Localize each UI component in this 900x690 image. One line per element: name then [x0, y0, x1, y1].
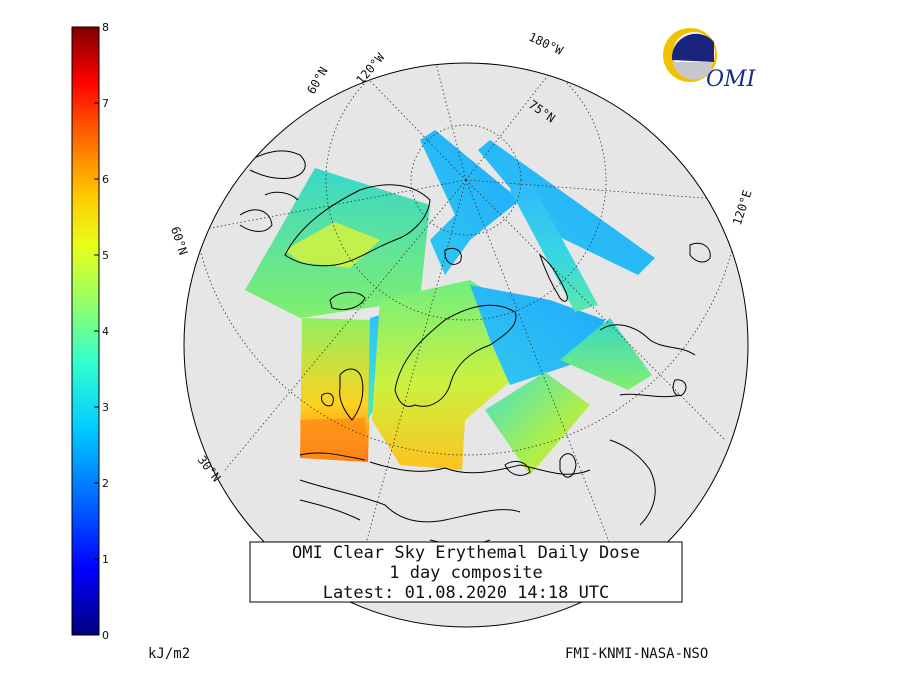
colorbar: 0 1 2 3 4 5 6 7 8 [71, 21, 109, 642]
title-box-frame [249, 541, 683, 603]
colorbar-ticks: 0 1 2 3 4 5 6 7 8 [94, 21, 109, 642]
colorbar-tick-label: 3 [102, 401, 109, 414]
swath-russia [485, 372, 590, 475]
dose-swaths [245, 130, 655, 475]
colorbar-tick-label: 8 [102, 21, 109, 34]
label-60n-top: 60°N [304, 65, 331, 97]
colorbar-unit: kJ/m2 [148, 646, 190, 662]
omi-sun-globe-icon [663, 28, 717, 82]
title-line-1: OMI Clear Sky Erythemal Daily Dose [292, 543, 640, 563]
colorbar-tick-label: 2 [102, 477, 109, 490]
swath-arctic-svalbard [510, 180, 598, 312]
swath-scandinavia [372, 280, 520, 470]
omi-logo: OMI [663, 28, 757, 92]
title-line-2: 1 day composite [389, 563, 543, 583]
east-asia-coast [609, 439, 656, 526]
siberia-coast [599, 324, 696, 398]
credits: FMI-KNMI-NASA-NSO [565, 646, 708, 662]
swath-greenland-hot [285, 222, 380, 268]
coastlines [239, 150, 711, 546]
colorbar-tick-label: 7 [102, 97, 109, 110]
label-180w: 180°W [526, 30, 565, 58]
colorbar-tick-label: 1 [102, 553, 109, 566]
omi-logo-text: OMI [706, 67, 757, 92]
caspian-coast [559, 453, 577, 478]
svalbard-coast [444, 247, 462, 265]
colorbar-tick-label: 5 [102, 249, 109, 262]
iceland-coast [329, 291, 366, 311]
canada-coast [239, 150, 306, 232]
scandinavia-coast [394, 304, 517, 407]
colorbar-tick-label: 6 [102, 173, 109, 186]
black-sea-coast [504, 461, 531, 476]
greenland-coast [284, 184, 431, 267]
colorbar-tick-label: 0 [102, 629, 109, 642]
label-120e: 120°E [730, 188, 754, 227]
swath-arctic-east [478, 140, 655, 275]
title-box: OMI Clear Sky Erythemal Daily Dose 1 day… [249, 541, 683, 603]
britain-coast [321, 368, 364, 421]
colorbar-tick-label: 4 [102, 325, 109, 338]
swath-siberia [560, 318, 652, 390]
label-60n-left: 60°N [168, 225, 190, 257]
polar-map: 60°N 120°W 180°W 75°N 120°E 60°N 30°N [168, 30, 755, 628]
swath-arctic-north [420, 130, 520, 275]
novaya-zemlya-coast [539, 253, 568, 302]
europe-coast [299, 452, 591, 523]
swath-iberia-hot [300, 418, 366, 462]
title-line-3: Latest: 01.08.2020 14:18 UTC [323, 583, 610, 603]
alaska-coast [689, 242, 711, 263]
